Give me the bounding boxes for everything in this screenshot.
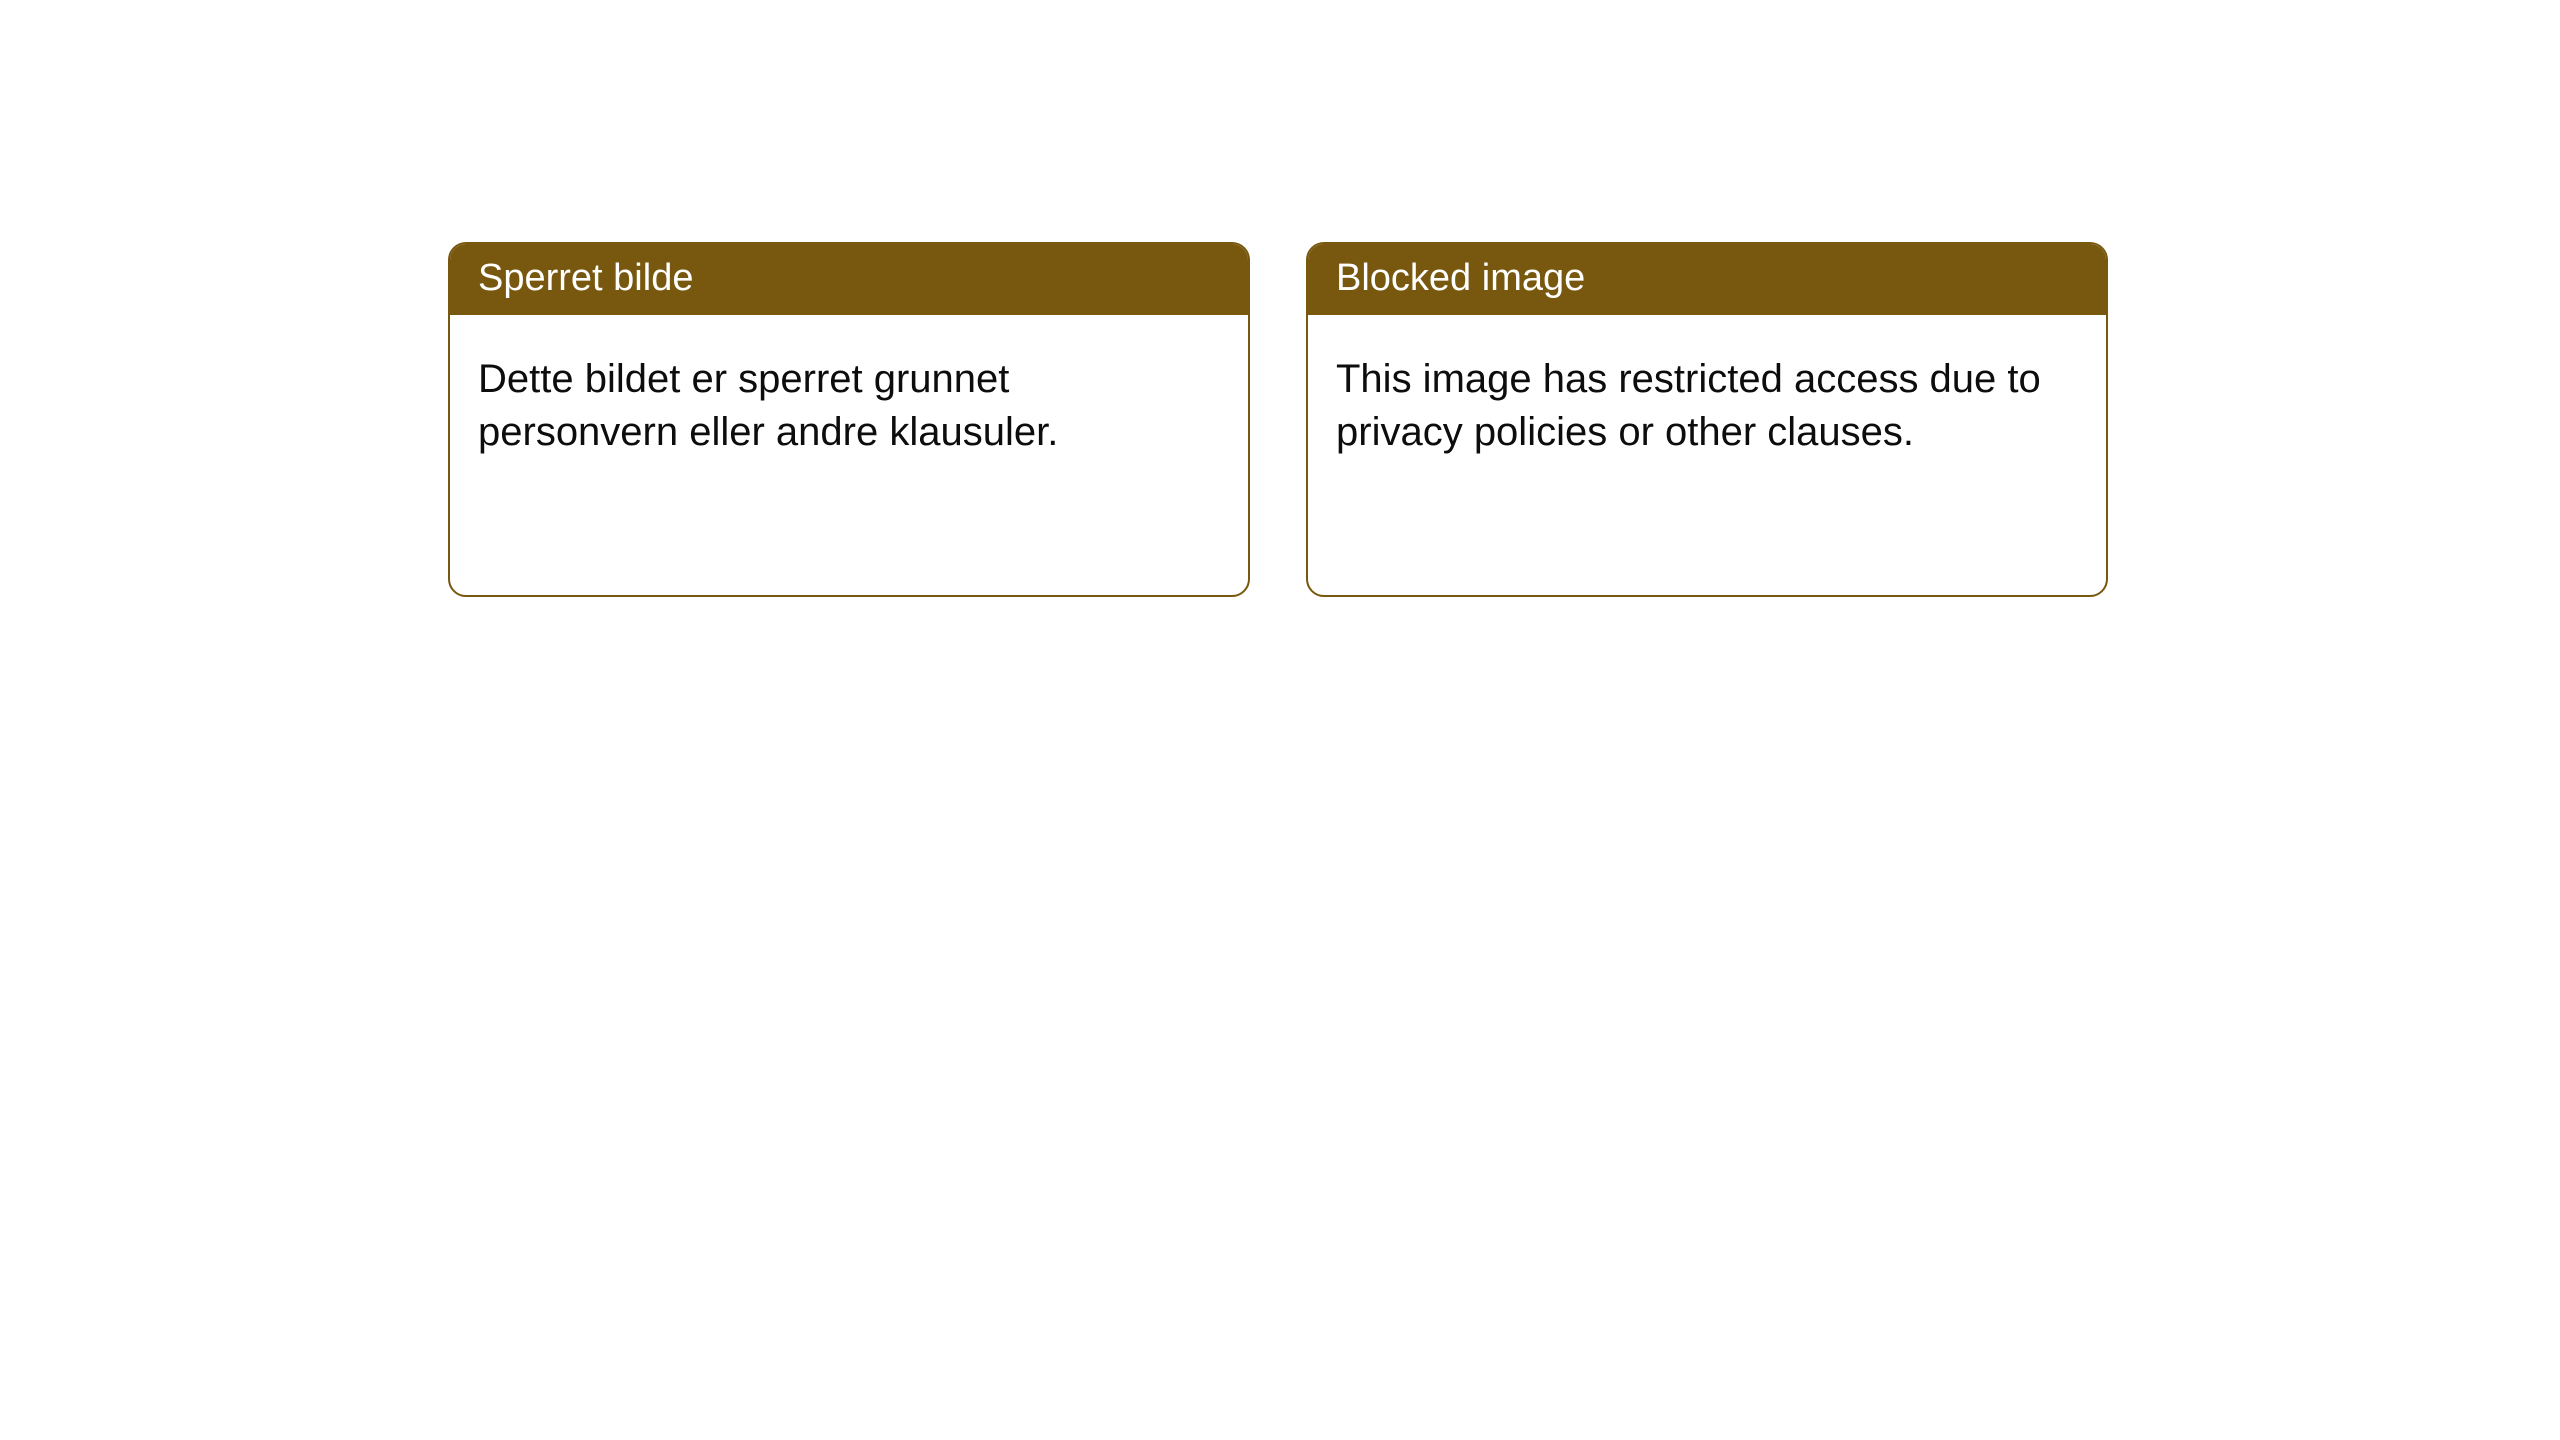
notice-header: Blocked image: [1308, 244, 2106, 315]
notice-header: Sperret bilde: [450, 244, 1248, 315]
notice-body: Dette bildet er sperret grunnet personve…: [450, 315, 1248, 595]
notice-body: This image has restricted access due to …: [1308, 315, 2106, 595]
notice-card-norwegian: Sperret bilde Dette bildet er sperret gr…: [448, 242, 1250, 597]
notice-card-english: Blocked image This image has restricted …: [1306, 242, 2108, 597]
notice-cards-container: Sperret bilde Dette bildet er sperret gr…: [448, 242, 2108, 597]
